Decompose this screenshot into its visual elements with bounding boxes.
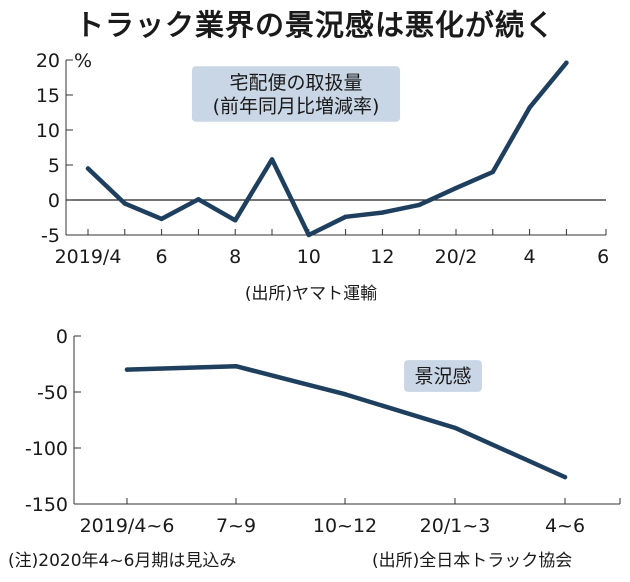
chart1-data-point: [380, 210, 385, 215]
figure-title: トラック業界の景況感は悪化が続く: [74, 8, 555, 42]
chart1-data-point: [490, 169, 495, 175]
chart1-y-tick-label: -5: [41, 225, 60, 247]
chart1-x-tick-label: 2019/4: [55, 246, 122, 268]
chart2-label-line-1: 景況感: [414, 366, 471, 388]
chart1-y-tick-label: 15: [36, 85, 60, 107]
chart1-data-point: [343, 214, 348, 219]
chart1-label-line-2: (前年同月比増減率): [213, 96, 380, 118]
chart2-data-point: [124, 367, 130, 372]
chart2-y-tick-label: -100: [25, 438, 68, 460]
chart1-y-tick-label: 5: [48, 155, 60, 177]
chart1-data-point: [269, 157, 275, 162]
chart2-x-tick-label: 2019/4~6: [80, 515, 175, 537]
chart1-y-tick-label: 0: [48, 190, 60, 212]
chart1-x-tick-label: 6: [597, 246, 609, 268]
chart1-y-tick-label: 10: [36, 120, 60, 142]
chart1-data-point: [122, 201, 128, 206]
chart1-data-point: [196, 197, 201, 202]
chart1-label-box: [191, 66, 401, 122]
chart1-x-tick-label: 6: [156, 246, 168, 268]
chart1-data-point: [233, 218, 238, 223]
chart1-data-point: [85, 166, 91, 171]
chart1-data-point: [306, 232, 311, 238]
footnote-right: (出所)全日本トラック協会: [372, 551, 573, 571]
chart2-data-point: [452, 425, 458, 431]
chart1-x-tick-label: 4: [524, 246, 536, 268]
chart1-x-tick-label: 20/2: [435, 246, 478, 268]
chart2-y-tick-label: -50: [37, 382, 68, 404]
chart2-x-tick-label: 4~6: [545, 515, 585, 537]
chart2-label-box: [404, 360, 482, 392]
chart1-data-point: [417, 202, 422, 208]
chart2-data-point: [562, 474, 568, 480]
chart1-x-tick-label: 10: [297, 246, 321, 268]
footnote-left: (注)2020年4~6月期は見込み: [8, 551, 237, 571]
chart2-data-point: [342, 392, 348, 397]
chart1-data-point: [159, 216, 164, 222]
chart1-source: (出所)ヤマト運輸: [245, 284, 377, 304]
chart2-series-line: [124, 363, 568, 480]
chart1-unit-label: %: [74, 50, 92, 72]
chart2-y-tick-label: -150: [25, 494, 68, 516]
chart1-data-point: [527, 105, 532, 110]
chart1-x-tick-label: 8: [229, 246, 241, 268]
chart2-data-point: [233, 364, 239, 369]
chart1-label-line-1: 宅配便の取扱量: [229, 72, 362, 94]
chart2-y-tick-label: 0: [56, 326, 68, 348]
chart2-x-tick-label: 7~9: [216, 515, 256, 537]
chart1-data-point: [564, 60, 569, 65]
chart1-data-point: [453, 185, 459, 191]
chart1-y-tick-label: 20: [36, 50, 60, 72]
chart2-x-tick-label: 20/1~3: [420, 515, 491, 537]
chart1-series-line: [85, 60, 569, 238]
chart1-x-tick-label: 12: [370, 246, 394, 268]
chart2-x-tick-label: 10~12: [313, 515, 377, 537]
